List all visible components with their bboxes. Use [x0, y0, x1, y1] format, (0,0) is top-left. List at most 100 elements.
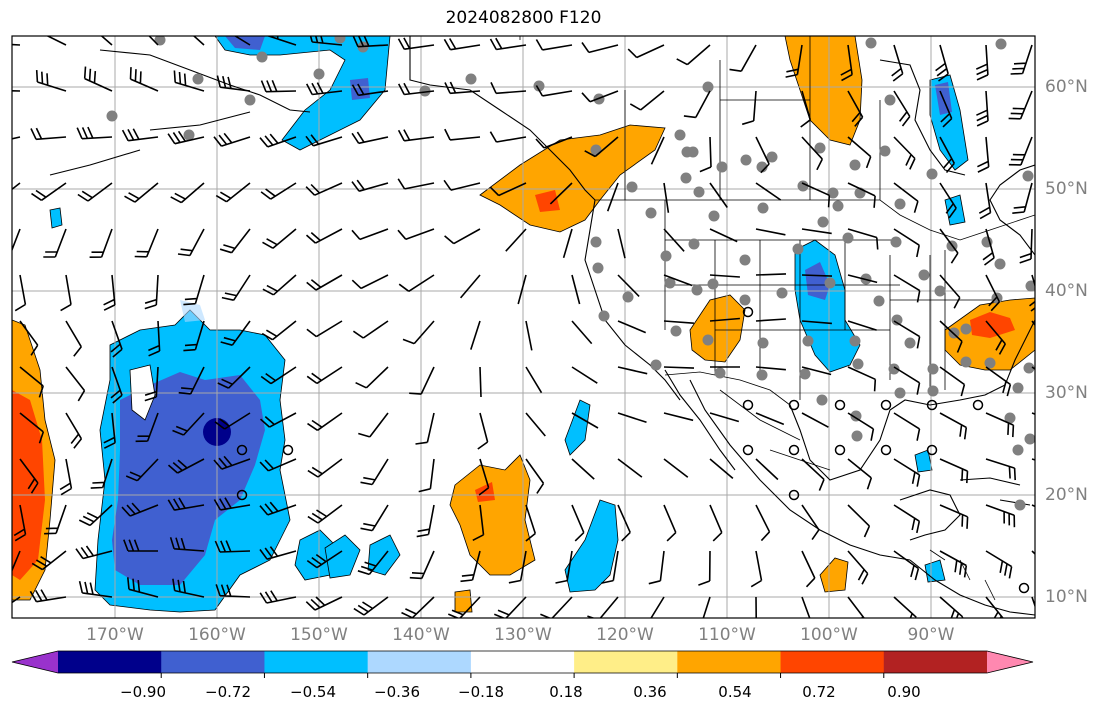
lon-label-120w: 120°W — [596, 625, 654, 645]
map-frame — [11, 35, 1036, 619]
wind-barb — [144, 366, 159, 402]
wind-barb — [355, 366, 389, 389]
strong-positive-subtropical-pacific — [475, 482, 495, 502]
wind-barb — [939, 458, 969, 484]
wind-barb — [305, 596, 343, 611]
wind-barb — [358, 412, 389, 438]
wind-barb — [170, 182, 205, 204]
wind-barb — [14, 274, 27, 312]
wind-barb — [750, 550, 763, 588]
wind-barb — [78, 504, 113, 527]
strong-positive-pacific-northwest — [535, 190, 560, 212]
wind-barb — [259, 412, 297, 428]
wind-barb — [847, 320, 877, 331]
wind-barb — [801, 596, 811, 618]
wind-barb — [261, 320, 297, 341]
wind-barb — [19, 458, 39, 494]
wind-barb — [172, 412, 205, 436]
wind-barb — [939, 412, 968, 440]
wind-barb — [663, 458, 689, 478]
wind-barb — [352, 36, 389, 48]
positive-region-central-america — [819, 557, 849, 593]
colorbar-segment — [470, 651, 575, 673]
wind-barb — [1031, 504, 1035, 508]
wind-barb — [939, 596, 964, 618]
wind-barb — [13, 504, 27, 542]
lon-label-160w: 160°W — [188, 625, 246, 645]
wind-barb — [847, 182, 876, 208]
wind-barb — [840, 44, 853, 82]
map-title: 2024082800 F120 — [445, 8, 602, 28]
wind-barb — [698, 550, 711, 586]
wind-barb — [893, 136, 916, 170]
wind-barb — [305, 134, 343, 147]
wind-barb — [217, 366, 251, 389]
wind-barb — [31, 182, 67, 201]
colorbar-tick-label: −0.54 — [290, 683, 336, 701]
wind-barb — [985, 320, 1007, 355]
lon-label-100w: 100°W — [800, 625, 858, 645]
colorbar-extend-high — [987, 651, 1033, 673]
wind-barb — [127, 577, 159, 598]
wind-barb — [220, 320, 251, 346]
wind-barb — [893, 228, 920, 258]
wind-barb — [360, 458, 389, 486]
wind-barb — [351, 179, 389, 192]
wind-barb — [801, 136, 824, 171]
wind-barb — [45, 36, 67, 46]
wind-barb — [213, 497, 251, 511]
wind-barb — [648, 550, 665, 585]
wind-barb — [478, 458, 490, 496]
wind-barb — [627, 44, 665, 59]
wind-barb — [83, 66, 113, 92]
wind-barb — [709, 317, 740, 322]
wind-barb — [535, 39, 573, 51]
wind-barb — [729, 44, 757, 72]
wind-barb — [360, 504, 389, 532]
wind-barb — [29, 589, 67, 603]
wind-barb — [124, 182, 159, 203]
wind-barb — [709, 504, 723, 542]
wind-barb — [617, 366, 648, 375]
wind-barb — [709, 274, 740, 278]
wind-barb — [409, 550, 435, 580]
wind-barb — [357, 550, 389, 576]
wind-barb — [125, 458, 159, 482]
wind-barb — [801, 274, 833, 277]
wind-barb — [755, 182, 782, 201]
wind-barb — [549, 182, 573, 205]
wind-barb — [935, 44, 949, 82]
wind-barb — [167, 130, 205, 145]
wind-barb — [103, 274, 116, 311]
coastlines — [49, 36, 1035, 616]
wind-barb — [401, 596, 435, 618]
wind-barb — [847, 550, 869, 585]
wind-barb — [617, 228, 626, 259]
wind-barb — [110, 366, 123, 404]
wind-barb — [472, 504, 485, 542]
wind-barb — [663, 228, 685, 252]
wind-barb — [259, 546, 297, 560]
baja-california — [664, 369, 736, 471]
strong-negative-gulf-of-alaska — [225, 36, 265, 50]
wind-barb — [847, 412, 875, 441]
wind-barb — [233, 36, 251, 46]
wind-barb — [985, 412, 1015, 438]
wind-barb — [709, 228, 738, 243]
wind-barb — [893, 596, 917, 618]
wind-barb — [351, 83, 389, 97]
wind-barb — [1029, 274, 1035, 312]
wind-barb — [167, 458, 205, 474]
wind-barb — [581, 90, 619, 103]
positive-region-subtropical-pacific — [449, 454, 536, 576]
wind-barb — [801, 366, 832, 376]
wind-barb — [525, 412, 546, 437]
wind-barb — [601, 550, 619, 584]
wind-barb — [12, 43, 21, 46]
wind-barb — [978, 182, 992, 220]
lon-label-150w: 150°W — [290, 625, 348, 645]
wind-barb — [493, 596, 527, 618]
wind-barb — [847, 458, 873, 490]
mexico-states — [719, 389, 831, 471]
wind-barb — [801, 458, 825, 491]
